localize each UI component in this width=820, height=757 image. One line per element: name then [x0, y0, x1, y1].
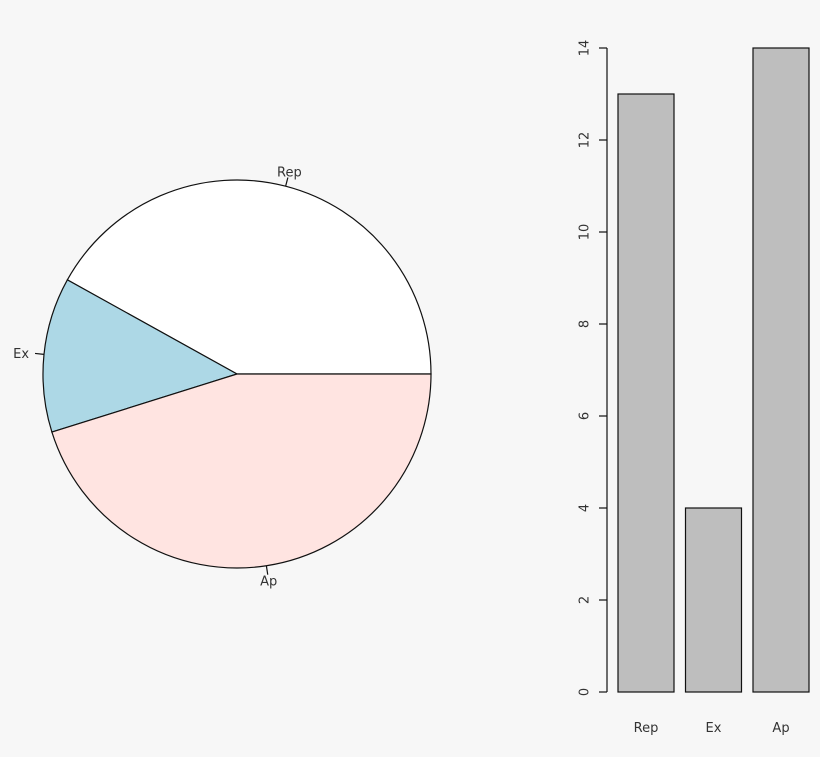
bar-rep	[617, 93, 675, 693]
y-tick-label-2: 2	[578, 596, 593, 604]
bar-label-ap: Ap	[772, 721, 789, 736]
bar-chart: 0 2 4 6 8 10 12 14 Rep Ex Ap	[578, 40, 810, 736]
pie-label-tick-ap	[265, 565, 269, 575]
y-tick-label-4: 4	[578, 504, 593, 512]
pie-label-tick-rep	[285, 177, 289, 187]
pie-label-ap: Ap	[260, 575, 277, 590]
bar-label-ex: Ex	[706, 721, 722, 736]
bar-ap	[752, 47, 810, 693]
pie-chart: Rep Ex Ap	[13, 166, 432, 590]
bar-label-rep: Rep	[634, 721, 659, 736]
y-tick-label-14: 14	[578, 40, 593, 57]
pie-label-rep: Rep	[277, 166, 302, 181]
pie-slice-rep	[66, 179, 432, 375]
y-tick-label-0: 0	[578, 688, 593, 696]
pie-slice-ap	[51, 373, 432, 569]
pie-label-ex: Ex	[13, 347, 29, 362]
y-tick-label-10: 10	[578, 224, 593, 241]
y-tick-label-8: 8	[578, 320, 593, 328]
bar-ex	[684, 507, 743, 693]
y-tick-label-12: 12	[578, 132, 593, 149]
y-tick-label-6: 6	[578, 412, 593, 420]
pie-label-tick-ex	[34, 352, 45, 355]
